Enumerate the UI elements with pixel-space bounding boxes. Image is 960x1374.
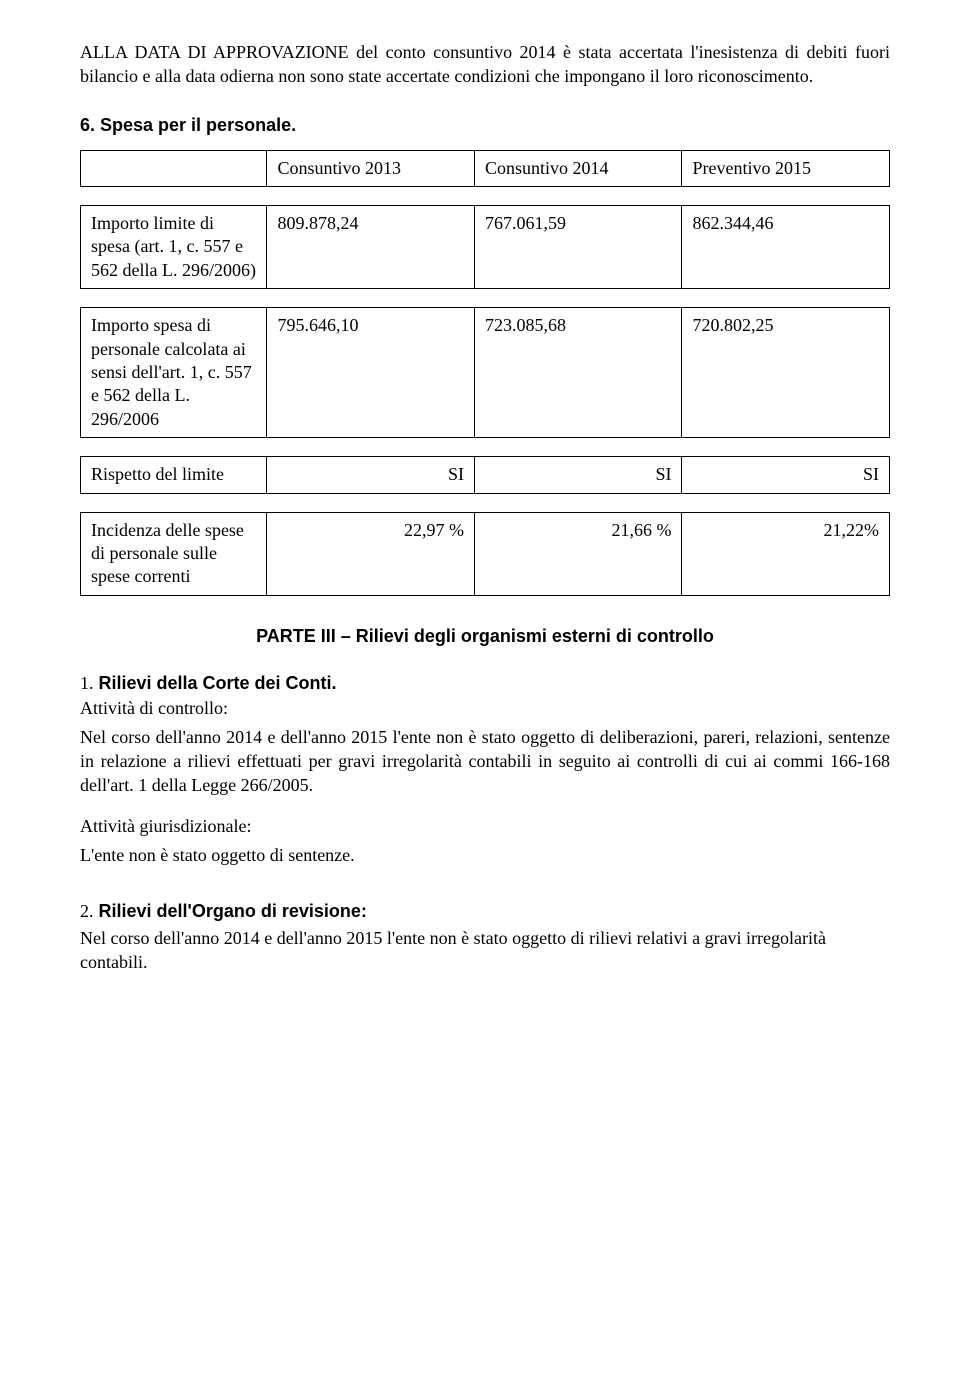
cell-2014: 723.085,68 <box>474 308 682 438</box>
cell-2013: 22,97 % <box>267 512 475 595</box>
row-label: Importo spesa di personale calcolata ai … <box>81 308 267 438</box>
table-row: Rispetto del limite SI SI SI <box>81 457 890 493</box>
document-page: ALLA DATA DI APPROVAZIONE del conto cons… <box>0 0 960 1022</box>
rispetto-table: Rispetto del limite SI SI SI <box>80 456 890 493</box>
cell-2015: 862.344,46 <box>682 205 890 288</box>
attivita-giurisdizionale-label: Attività giurisdizionale: <box>80 816 890 837</box>
cell-2015: 720.802,25 <box>682 308 890 438</box>
revisione-title: Rilievi dell'Organo di revisione: <box>94 901 367 921</box>
row-label: Importo limite di spesa (art. 1, c. 557 … <box>81 205 267 288</box>
row-label: Incidenza delle spese di personale sulle… <box>81 512 267 595</box>
table-row: Consuntivo 2013 Consuntivo 2014 Preventi… <box>81 150 890 186</box>
revisione-paragraph: Nel corso dell'anno 2014 e dell'anno 201… <box>80 926 890 975</box>
section-6-title: 6. Spesa per il personale. <box>80 115 890 136</box>
corte-paragraph-2: L'ente non è stato oggetto di sentenze. <box>80 843 890 867</box>
header-cell-2015: Preventivo 2015 <box>682 150 890 186</box>
spesa-table: Importo spesa di personale calcolata ai … <box>80 307 890 438</box>
cell-2014: 21,66 % <box>474 512 682 595</box>
attivita-controllo-label: Attività di controllo: <box>80 698 890 719</box>
cell-2013: 809.878,24 <box>267 205 475 288</box>
intro-paragraph: ALLA DATA DI APPROVAZIONE del conto cons… <box>80 40 890 89</box>
corte-line: 1. Rilievi della Corte dei Conti. <box>80 673 890 694</box>
table-row: Incidenza delle spese di personale sulle… <box>81 512 890 595</box>
personnel-header-table: Consuntivo 2013 Consuntivo 2014 Preventi… <box>80 150 890 187</box>
table-row: Importo limite di spesa (art. 1, c. 557 … <box>81 205 890 288</box>
revisione-line: 2. Rilievi dell'Organo di revisione: <box>80 901 890 922</box>
list-number: 1. <box>80 673 94 693</box>
cell-2014: 767.061,59 <box>474 205 682 288</box>
incidenza-table: Incidenza delle spese di personale sulle… <box>80 512 890 596</box>
corte-title: Rilievi della Corte dei Conti. <box>94 673 337 693</box>
cell-2014: SI <box>474 457 682 493</box>
limit-table: Importo limite di spesa (art. 1, c. 557 … <box>80 205 890 289</box>
cell-2013: 795.646,10 <box>267 308 475 438</box>
table-row: Importo spesa di personale calcolata ai … <box>81 308 890 438</box>
header-cell-2014: Consuntivo 2014 <box>474 150 682 186</box>
part-3-title: PARTE III – Rilievi degli organismi este… <box>80 626 890 647</box>
cell-2015: SI <box>682 457 890 493</box>
row-label: Rispetto del limite <box>81 457 267 493</box>
cell-2015: 21,22% <box>682 512 890 595</box>
header-cell-2013: Consuntivo 2013 <box>267 150 475 186</box>
header-cell-empty <box>81 150 267 186</box>
list-number: 2. <box>80 901 94 921</box>
corte-paragraph-1: Nel corso dell'anno 2014 e dell'anno 201… <box>80 725 890 798</box>
cell-2013: SI <box>267 457 475 493</box>
